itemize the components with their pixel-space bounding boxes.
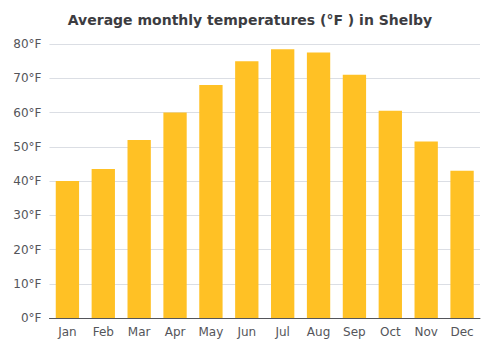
svg-text:Aug: Aug xyxy=(307,325,330,339)
svg-text:Jun: Jun xyxy=(236,325,256,339)
svg-text:30°F: 30°F xyxy=(13,208,41,222)
svg-text:50°F: 50°F xyxy=(13,140,41,154)
svg-text:Feb: Feb xyxy=(93,325,114,339)
svg-text:Apr: Apr xyxy=(165,325,186,339)
svg-text:70°F: 70°F xyxy=(13,71,41,85)
svg-text:Average monthly temperatures (: Average monthly temperatures (°F ) in Sh… xyxy=(68,12,432,28)
svg-text:Sep: Sep xyxy=(343,325,366,339)
svg-text:20°F: 20°F xyxy=(13,243,41,257)
svg-text:40°F: 40°F xyxy=(13,174,41,188)
svg-text:Dec: Dec xyxy=(450,325,473,339)
svg-text:Jul: Jul xyxy=(274,325,289,339)
svg-text:Oct: Oct xyxy=(380,325,401,339)
svg-text:10°F: 10°F xyxy=(13,277,41,291)
svg-text:May: May xyxy=(199,325,224,339)
svg-text:60°F: 60°F xyxy=(13,106,41,120)
svg-text:80°F: 80°F xyxy=(13,37,41,51)
svg-text:Nov: Nov xyxy=(414,325,437,339)
svg-text:Mar: Mar xyxy=(128,325,151,339)
svg-text:Jan: Jan xyxy=(57,325,77,339)
svg-text:0°F: 0°F xyxy=(21,311,42,325)
